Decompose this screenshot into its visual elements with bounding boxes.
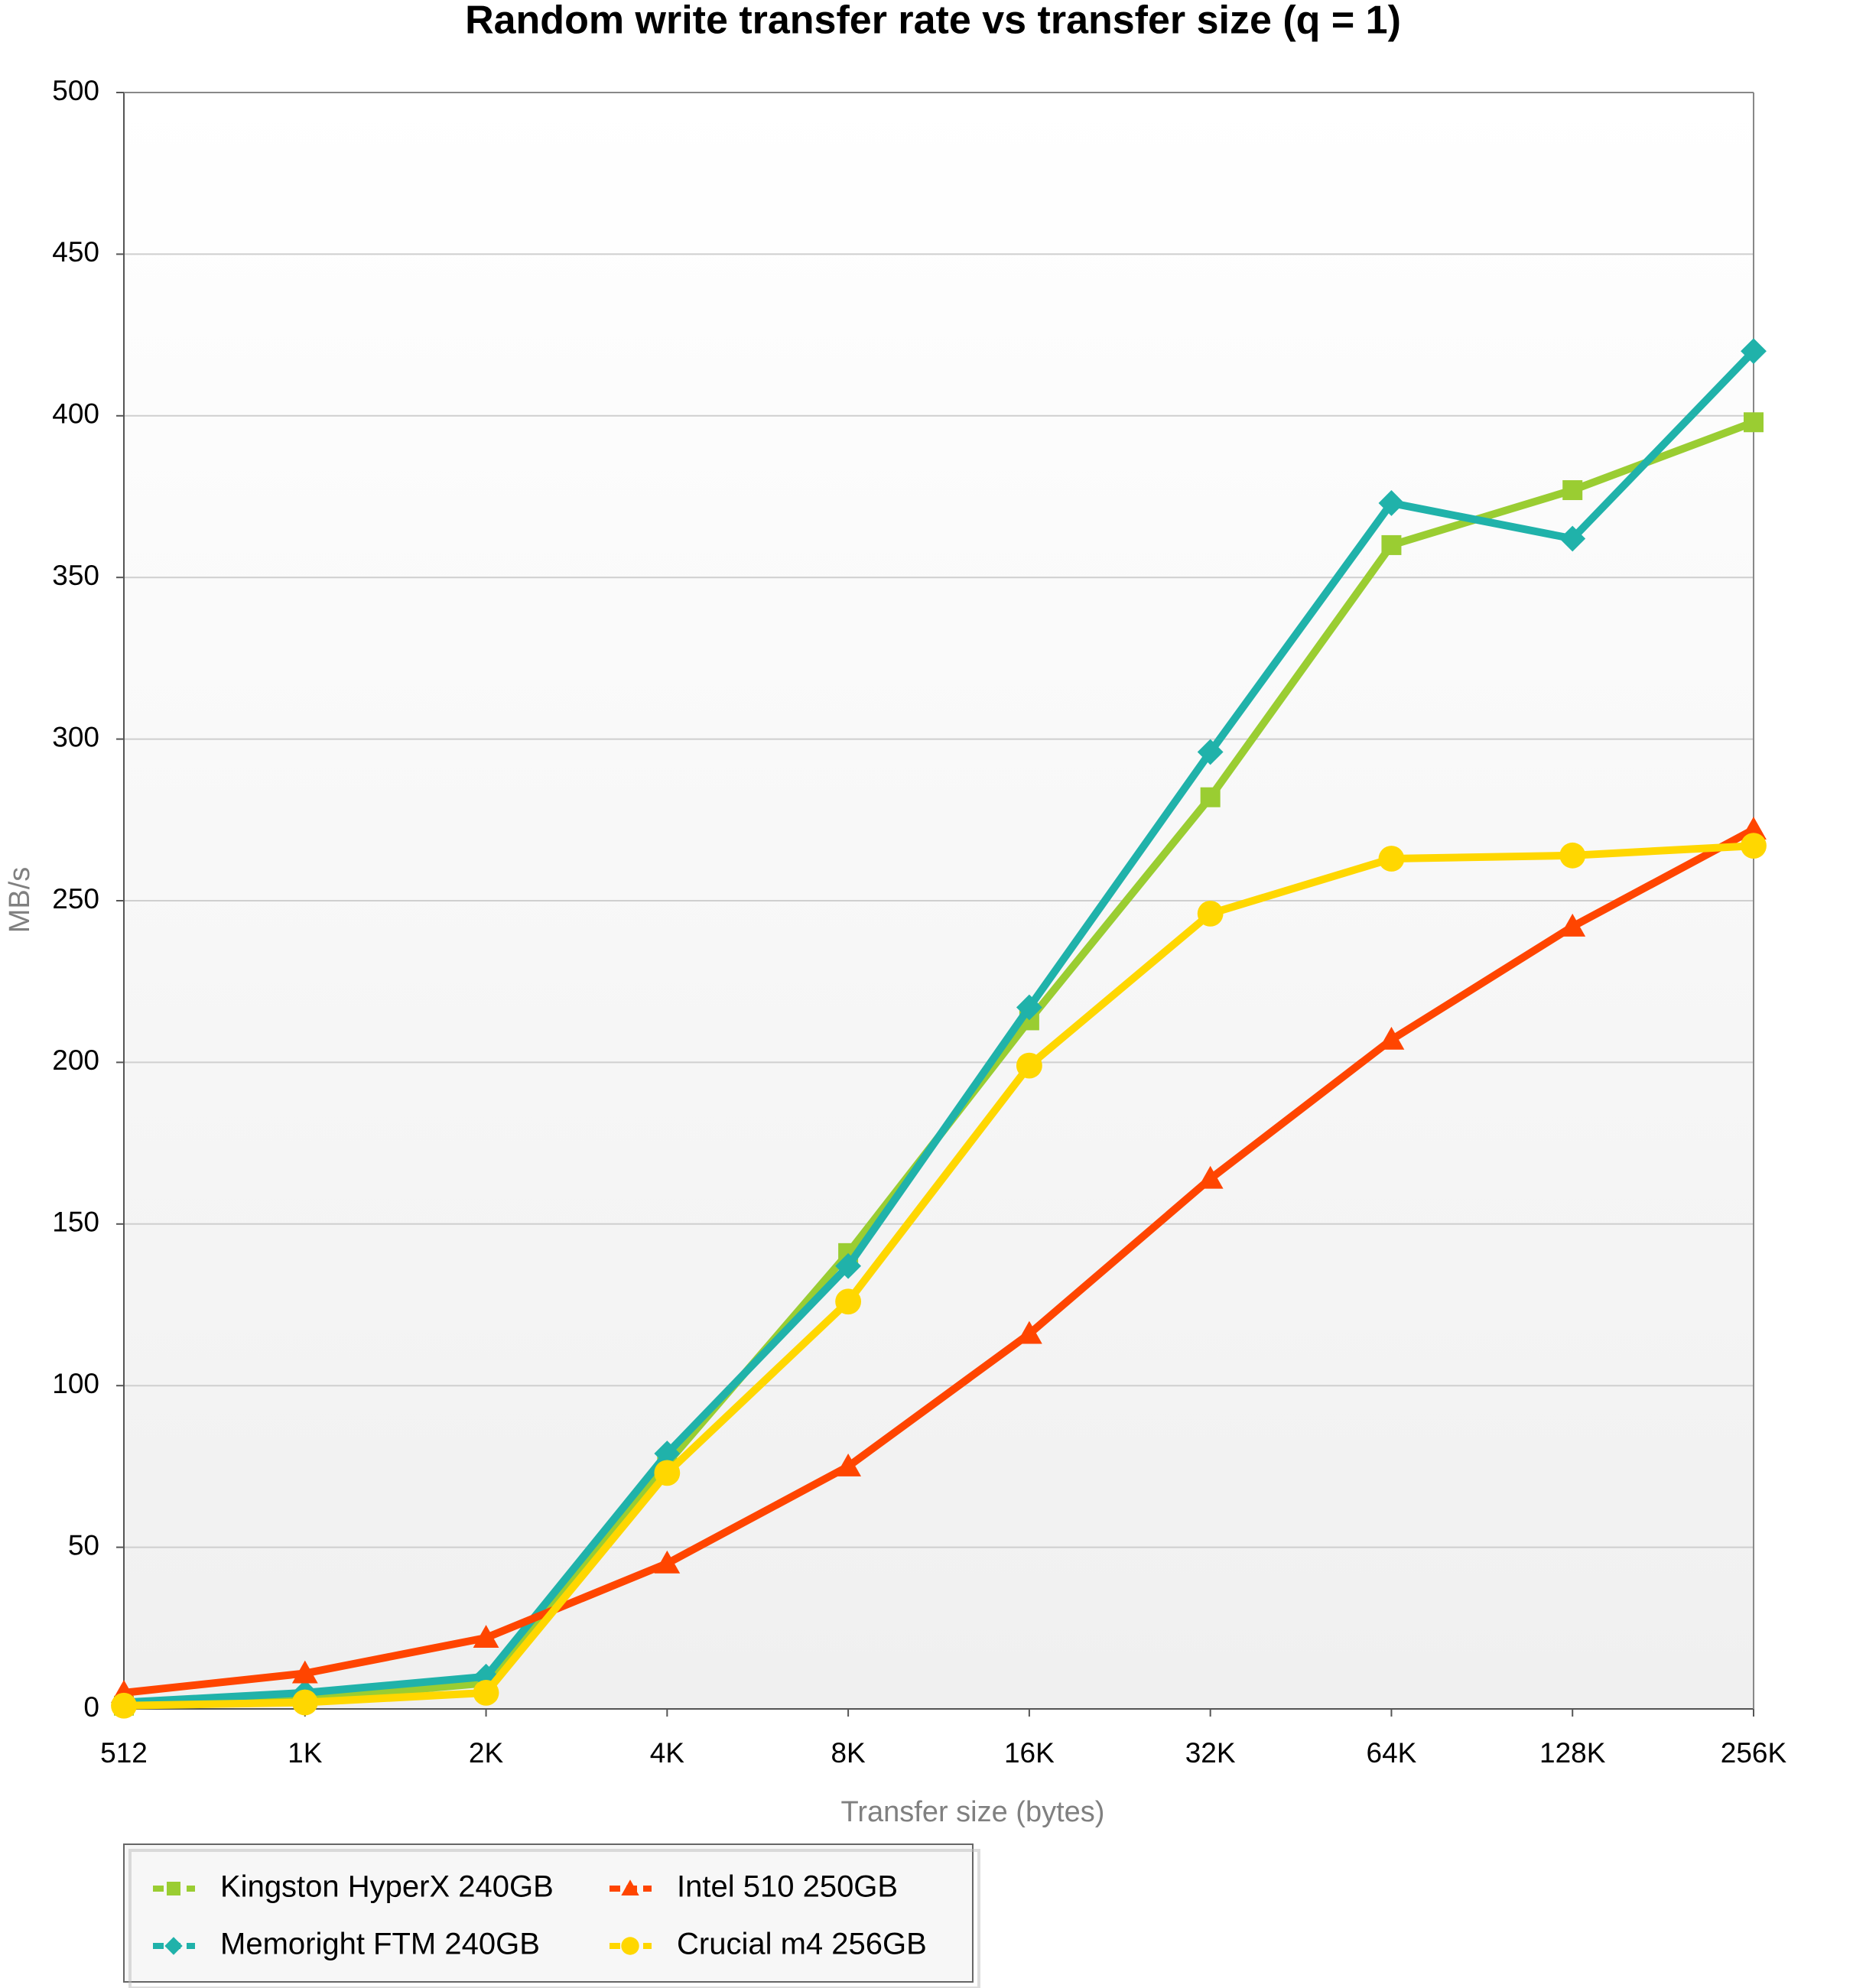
y-tick-label: 0	[83, 1691, 99, 1723]
series-line	[123, 826, 1756, 1697]
legend-label: Kingston HyperX 240GB	[220, 1870, 554, 1904]
marker	[111, 1692, 137, 1719]
marker	[1562, 480, 1583, 501]
marker	[1016, 994, 1042, 1021]
y-tick-label: 100	[52, 1368, 99, 1399]
marker	[1559, 842, 1586, 869]
chart-title: Random write transfer rate vs transfer s…	[465, 0, 1401, 43]
marker	[1381, 534, 1402, 555]
legend-marker	[621, 1879, 639, 1895]
marker	[291, 1689, 318, 1716]
y-tick-label: 250	[52, 883, 99, 914]
y-tick-label: 500	[52, 75, 99, 106]
legend-shadow	[128, 1849, 980, 1988]
series-line	[123, 842, 1754, 1710]
x-tick-label: 64K	[1367, 1737, 1417, 1769]
series-line	[123, 348, 1757, 1707]
legend-label: Crucial m4 256GB	[677, 1928, 927, 1961]
marker	[1559, 525, 1586, 552]
y-tick-label: 150	[52, 1207, 99, 1238]
marker	[1741, 817, 1767, 840]
x-tick-label: 1K	[288, 1737, 323, 1769]
x-tick-label: 512	[100, 1737, 148, 1769]
marker	[1378, 1026, 1405, 1050]
y-axis-label: MB/s	[4, 867, 36, 934]
marker	[1016, 1052, 1042, 1079]
marker	[473, 1679, 499, 1706]
marker	[1559, 913, 1586, 937]
legend	[123, 1843, 974, 1983]
marker	[1378, 490, 1405, 516]
marker	[835, 1252, 862, 1279]
marker	[1744, 412, 1764, 433]
y-tick-label: 50	[68, 1529, 99, 1561]
marker	[1016, 1320, 1042, 1344]
marker	[473, 1663, 499, 1690]
x-tick-label: 8K	[831, 1737, 866, 1769]
x-tick-label: 16K	[1004, 1737, 1055, 1769]
marker	[835, 1288, 862, 1315]
marker	[1197, 1165, 1224, 1189]
x-tick-label: 4K	[650, 1737, 685, 1769]
marker	[654, 1550, 681, 1574]
y-tick-label: 300	[52, 721, 99, 752]
marker	[1200, 787, 1221, 807]
y-tick-label: 450	[52, 236, 99, 268]
y-tick-label: 350	[52, 560, 99, 591]
marker	[473, 1625, 499, 1648]
marker	[1197, 739, 1224, 765]
marker	[835, 1454, 862, 1476]
marker	[654, 1441, 681, 1467]
marker	[1741, 338, 1767, 365]
x-tick-label: 32K	[1185, 1737, 1236, 1769]
x-tick-label: 128K	[1539, 1737, 1606, 1769]
x-axis-label: Transfer size (bytes)	[841, 1796, 1105, 1828]
legend-marker	[621, 1937, 639, 1955]
legend-marker	[164, 1937, 183, 1955]
marker	[291, 1660, 318, 1684]
x-tick-label: 2K	[469, 1737, 504, 1769]
marker	[1741, 833, 1767, 859]
y-tick-label: 200	[52, 1044, 99, 1076]
marker	[1378, 846, 1405, 872]
legend-marker	[167, 1882, 180, 1895]
marker	[1197, 901, 1224, 927]
legend-label: Intel 510 250GB	[677, 1870, 898, 1904]
y-tick-label: 400	[52, 398, 99, 430]
x-tick-label: 256K	[1721, 1737, 1787, 1769]
marker	[654, 1460, 681, 1486]
legend-label: Memoright FTM 240GB	[220, 1928, 540, 1961]
